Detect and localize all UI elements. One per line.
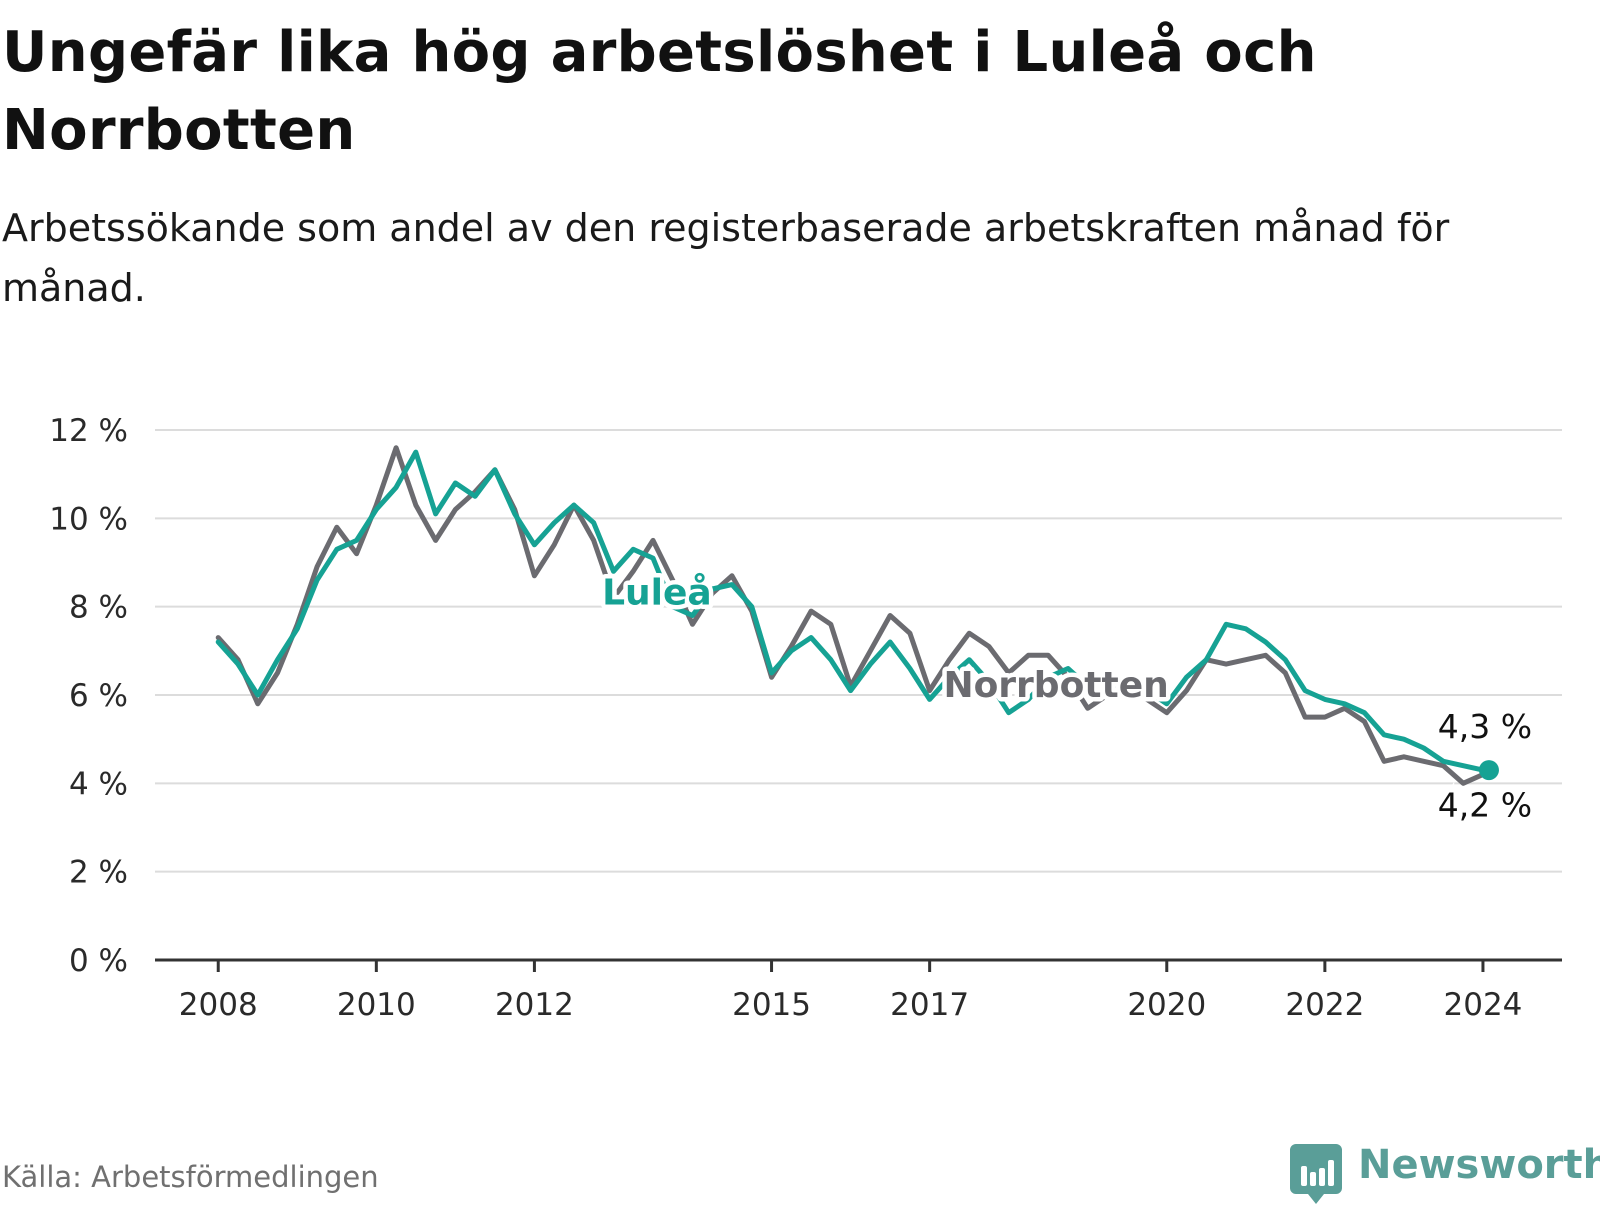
end-value-label-lulea: 4,3 %: [1438, 707, 1532, 746]
y-axis: 0 % 2 % 4 % 6 % 8 % 10 % 12 %: [49, 413, 128, 979]
series-label-norrbotten: Norrbotten: [943, 665, 1168, 706]
y-tick-label: 10 %: [49, 501, 128, 537]
x-tick-label: 2010: [337, 987, 416, 1023]
y-tick-label: 6 %: [69, 678, 128, 714]
source-note: Källa: Arbetsförmedlingen: [2, 1160, 379, 1194]
brand-name: Newsworthy: [1358, 1142, 1600, 1188]
gridlines: [155, 429, 1562, 873]
bar-chart-icon: [1290, 1144, 1342, 1204]
series-label-lulea: Luleå: [602, 572, 712, 613]
x-tick-label: 2024: [1444, 987, 1523, 1023]
x-tick-label: 2020: [1127, 987, 1206, 1023]
x-tick-label: 2015: [732, 987, 811, 1023]
x-tick-label: 2017: [890, 987, 969, 1023]
y-tick-label: 0 %: [69, 943, 128, 979]
y-tick-label: 8 %: [69, 590, 128, 626]
end-value-label-norrbotten: 4,2 %: [1438, 786, 1532, 825]
y-tick-label: 12 %: [49, 413, 128, 449]
x-tick-label: 2008: [179, 987, 258, 1023]
y-tick-label: 2 %: [69, 855, 128, 891]
end-point-marker: [1478, 760, 1499, 781]
x-axis: 2008 2010 2012 2015 2017 2020 2022 2024: [155, 958, 1562, 1023]
x-tick-label: 2012: [495, 987, 574, 1023]
chart-subtitle: Arbetssökande som andel av den registerb…: [2, 206, 1450, 310]
x-tick-label: 2022: [1285, 987, 1364, 1023]
series-line-lulea: [215, 449, 1486, 773]
brand-logo[interactable]: Newsworthy: [1290, 1140, 1600, 1204]
series-lines: [215, 445, 1499, 786]
line-labels: Luleå Norrbotten 4,3 % 4,2 %: [598, 568, 1536, 829]
chart-title: Ungefär lika hög arbetslöshet i Luleå oc…: [2, 20, 1317, 163]
series-line-norrbotten: [215, 445, 1486, 786]
y-tick-label: 4 %: [69, 766, 128, 802]
